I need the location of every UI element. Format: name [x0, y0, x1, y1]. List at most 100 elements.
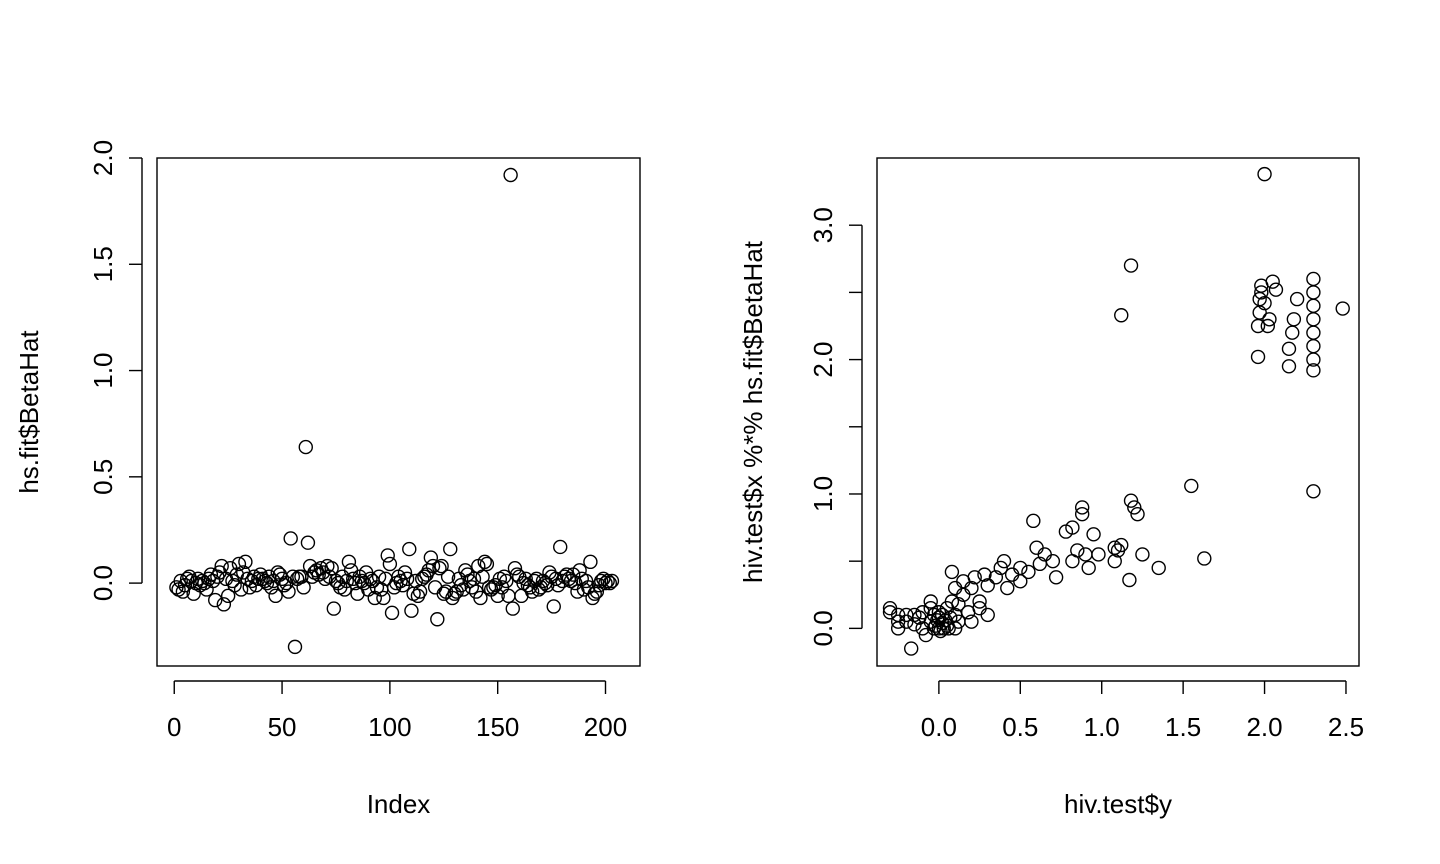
data-point	[1197, 551, 1212, 566]
x-axis-label: Index	[367, 789, 431, 819]
data-point	[274, 571, 290, 587]
x-tick-label: 100	[368, 712, 411, 742]
data-point	[1114, 308, 1129, 323]
data-point	[1306, 363, 1321, 378]
data-point	[1123, 258, 1139, 273]
data-point	[216, 597, 232, 612]
x-tick-label: 0.0	[921, 712, 957, 742]
plot-box	[876, 157, 1360, 667]
data-point	[944, 594, 960, 609]
data-point	[337, 582, 352, 597]
data-point	[220, 588, 236, 604]
data-point	[503, 167, 518, 183]
y-axis-label: hs.fit$BetaHat	[14, 330, 44, 494]
x-tick-label: 0	[167, 712, 181, 742]
data-point	[923, 594, 938, 609]
data-point	[964, 614, 979, 629]
y-tick-label: 0.0	[808, 610, 838, 646]
data-point	[1335, 301, 1350, 316]
data-point	[173, 573, 188, 589]
data-point	[203, 567, 219, 582]
data-point	[1086, 527, 1101, 542]
data-point	[1306, 325, 1321, 340]
data-point	[1114, 537, 1129, 553]
data-point	[980, 607, 995, 623]
data-point	[923, 601, 938, 616]
data-point	[996, 553, 1012, 569]
data-point	[425, 558, 441, 574]
data-point	[1029, 540, 1044, 555]
data-point	[1289, 291, 1305, 307]
data-point	[430, 612, 445, 627]
data-point	[602, 575, 618, 591]
x-tick-label: 2.5	[1328, 712, 1364, 742]
data-point	[1262, 312, 1277, 327]
y-tick-label: 1.0	[88, 352, 118, 388]
data-point	[175, 584, 191, 599]
data-point	[1135, 547, 1150, 562]
data-point	[546, 599, 561, 614]
data-point	[1281, 359, 1297, 374]
data-point	[1048, 570, 1064, 585]
data-point	[259, 575, 275, 591]
data-point	[1285, 325, 1300, 340]
data-point	[988, 570, 1004, 585]
data-point	[477, 554, 492, 570]
data-point	[964, 580, 979, 596]
data-point	[1265, 274, 1280, 289]
y-tick-label: 1.5	[88, 246, 118, 282]
data-point	[499, 573, 514, 589]
data-point	[1004, 567, 1020, 582]
data-point	[443, 541, 458, 557]
data-point	[1254, 285, 1269, 300]
data-point	[1045, 553, 1061, 569]
data-point	[1306, 285, 1321, 300]
data-point	[1123, 493, 1139, 508]
data-point	[343, 563, 359, 578]
data-point	[1184, 478, 1199, 494]
data-point	[1306, 271, 1321, 287]
data-point	[903, 641, 919, 656]
data-point	[1268, 282, 1284, 297]
data-point	[915, 605, 930, 620]
y-tick-label: 1.0	[808, 476, 838, 512]
left-plot: 0 50 100 150 200 0.0 0.5 1.0 1.5 2.0 Index hs.fit$B…	[14, 140, 641, 819]
data-point	[1260, 318, 1276, 334]
data-point	[376, 590, 391, 606]
data-point	[1074, 500, 1090, 515]
data-point	[1127, 500, 1142, 515]
data-point	[208, 592, 223, 608]
data-point	[268, 588, 283, 604]
data-point	[1021, 564, 1036, 580]
data-point	[298, 439, 313, 455]
data-point	[1078, 547, 1093, 562]
data-point	[300, 535, 316, 550]
data-point	[473, 590, 488, 606]
data-point	[944, 564, 960, 580]
data-point	[402, 541, 417, 557]
data-point	[993, 560, 1008, 576]
data-point	[1107, 553, 1122, 569]
plot-box	[156, 157, 641, 667]
data-point	[1065, 520, 1080, 535]
data-point	[287, 639, 303, 655]
data-point	[1026, 513, 1041, 529]
right-plot: 0.0 0.5 1.0 1.5 2.0 2.5 0.0 1.0 2.0 3.0 hiv.test$y…	[738, 157, 1364, 819]
data-point	[1074, 506, 1090, 522]
data-point	[1000, 580, 1015, 596]
data-point	[1081, 560, 1096, 576]
data-point	[951, 596, 966, 612]
data-point	[980, 578, 995, 593]
data-point	[1013, 560, 1028, 576]
x-tick-label: 2.0	[1246, 712, 1282, 742]
data-point	[977, 567, 992, 582]
data-point	[326, 601, 342, 616]
data-point	[587, 586, 602, 601]
x-tick-label: 150	[476, 712, 519, 742]
data-point	[972, 594, 987, 609]
data-point	[233, 582, 249, 597]
data-point	[464, 580, 480, 595]
data-point	[1250, 349, 1266, 365]
data-point	[524, 584, 540, 599]
